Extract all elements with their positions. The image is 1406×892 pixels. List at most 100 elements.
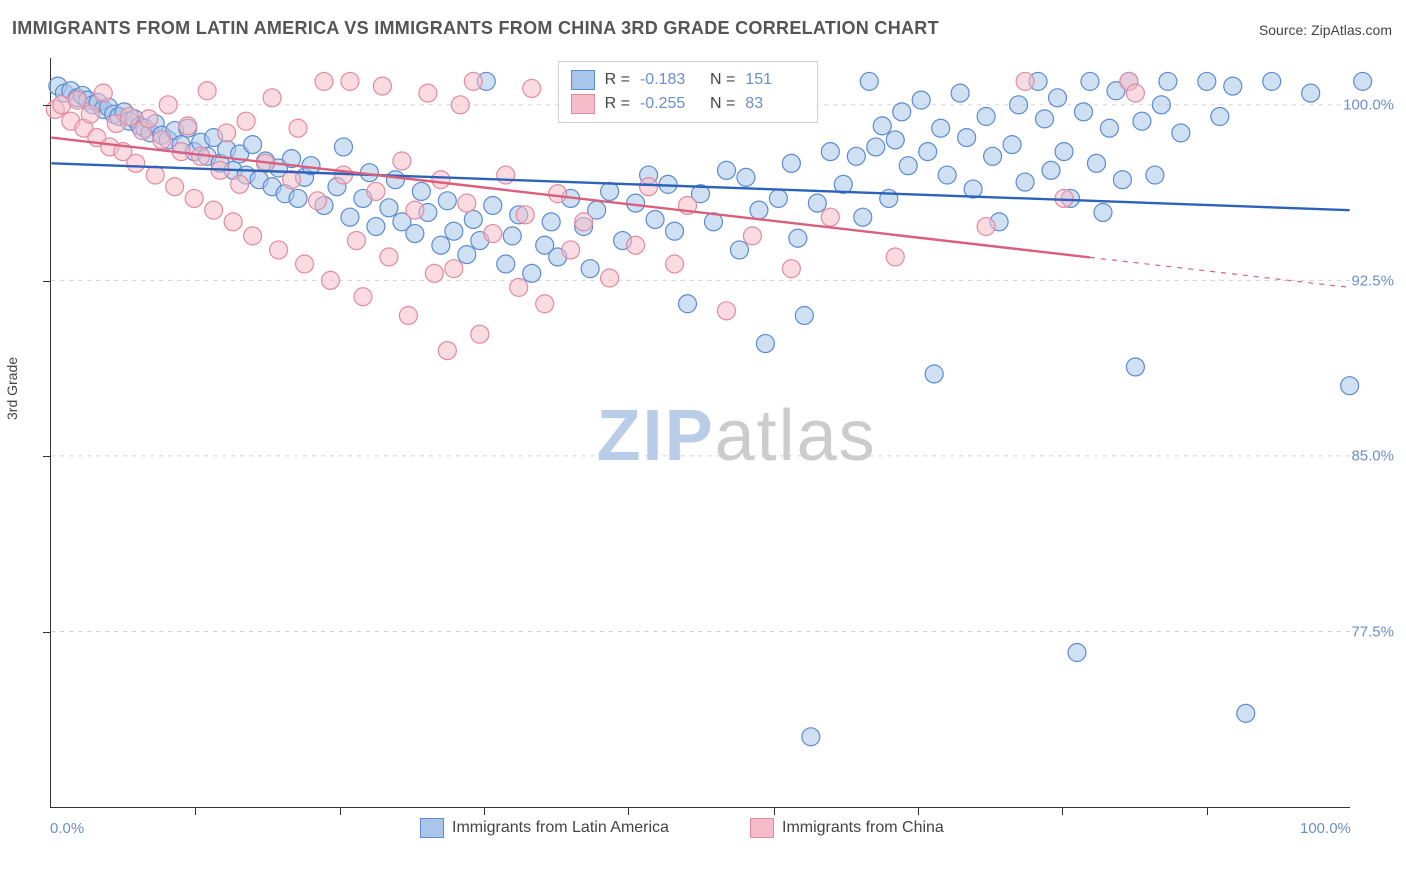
scatter-point xyxy=(445,222,463,240)
scatter-point xyxy=(717,302,735,320)
scatter-point xyxy=(627,236,645,254)
stat-n-value: 83 xyxy=(745,95,805,113)
scatter-point xyxy=(1003,136,1021,154)
scatter-point xyxy=(425,264,443,282)
scatter-point xyxy=(1042,161,1060,179)
scatter-point xyxy=(1094,203,1112,221)
scatter-point xyxy=(873,117,891,135)
scatter-point xyxy=(899,157,917,175)
scatter-point xyxy=(198,82,216,100)
scatter-point xyxy=(283,171,301,189)
scatter-point xyxy=(438,342,456,360)
scatter-point xyxy=(575,213,593,231)
scatter-point xyxy=(146,166,164,184)
scatter-point xyxy=(309,192,327,210)
scatter-point xyxy=(808,194,826,212)
scatter-point xyxy=(562,241,580,259)
scatter-point xyxy=(912,91,930,109)
scatter-point xyxy=(296,255,314,273)
scatter-point xyxy=(542,213,560,231)
scatter-point xyxy=(782,260,800,278)
legend-swatch xyxy=(750,818,774,838)
scatter-point xyxy=(925,365,943,383)
stat-n-value: 151 xyxy=(745,71,805,89)
source-value: ZipAtlas.com xyxy=(1311,22,1392,38)
scatter-point xyxy=(458,194,476,212)
x-tick xyxy=(340,807,341,815)
x-tick xyxy=(484,807,485,815)
scatter-point xyxy=(386,171,404,189)
x-tick xyxy=(628,807,629,815)
scatter-point xyxy=(958,129,976,147)
scatter-point xyxy=(399,306,417,324)
scatter-point xyxy=(224,213,242,231)
scatter-point xyxy=(743,227,761,245)
scatter-point xyxy=(438,192,456,210)
scatter-point xyxy=(94,84,112,102)
scatter-point xyxy=(1100,119,1118,137)
scatter-point xyxy=(445,260,463,278)
scatter-point xyxy=(244,136,262,154)
scatter-point xyxy=(523,264,541,282)
scatter-point xyxy=(68,91,86,109)
scatter-point xyxy=(1036,110,1054,128)
scatter-point xyxy=(315,72,333,90)
legend-label: Immigrants from China xyxy=(782,819,944,837)
scatter-point xyxy=(640,178,658,196)
legend-swatch xyxy=(571,70,595,90)
scatter-point xyxy=(244,227,262,245)
scatter-point xyxy=(932,119,950,137)
scatter-point xyxy=(510,278,528,296)
scatter-point xyxy=(484,225,502,243)
scatter-point xyxy=(334,138,352,156)
scatter-point xyxy=(179,117,197,135)
scatter-point xyxy=(1075,103,1093,121)
scatter-point xyxy=(666,222,684,240)
scatter-point xyxy=(1159,72,1177,90)
scatter-point xyxy=(367,182,385,200)
scatter-point xyxy=(289,119,307,137)
y-axis-label: 3rd Grade xyxy=(4,357,20,420)
scatter-point xyxy=(867,138,885,156)
stat-n-key: N = xyxy=(710,95,735,113)
scatter-point xyxy=(951,84,969,102)
scatter-point xyxy=(1263,72,1281,90)
scatter-point xyxy=(977,108,995,126)
scatter-point xyxy=(166,178,184,196)
scatter-point xyxy=(769,189,787,207)
scatter-point xyxy=(1237,704,1255,722)
scatter-point xyxy=(412,182,430,200)
scatter-point xyxy=(289,189,307,207)
scatter-point xyxy=(1081,72,1099,90)
scatter-point xyxy=(756,335,774,353)
scatter-point xyxy=(1068,644,1086,662)
bottom-legend-item: Immigrants from Latin America xyxy=(420,818,669,838)
scatter-point xyxy=(1198,72,1216,90)
scatter-point xyxy=(270,241,288,259)
scatter-point xyxy=(984,147,1002,165)
x-tick xyxy=(918,807,919,815)
scatter-point xyxy=(419,84,437,102)
scatter-point xyxy=(516,206,534,224)
scatter-point xyxy=(1016,173,1034,191)
scatter-point xyxy=(497,255,515,273)
stat-r-key: R = xyxy=(605,71,630,89)
scatter-point xyxy=(432,171,450,189)
scatter-point xyxy=(679,295,697,313)
legend-swatch xyxy=(571,94,595,114)
stats-legend-row: R =-0.183N =151 xyxy=(571,68,806,92)
scatter-point xyxy=(1172,124,1190,142)
scatter-point xyxy=(237,112,255,130)
plot-area: ZIPatlas R =-0.183N =151R =-0.255N =83 xyxy=(50,58,1350,808)
scatter-point xyxy=(347,232,365,250)
scatter-point xyxy=(231,175,249,193)
scatter-point xyxy=(1152,96,1170,114)
y-tick-label: 77.5% xyxy=(1351,624,1394,641)
scatter-point xyxy=(185,189,203,207)
scatter-point xyxy=(451,96,469,114)
stat-r-value: -0.255 xyxy=(640,95,700,113)
scatter-point xyxy=(1016,72,1034,90)
scatter-point xyxy=(458,246,476,264)
x-tick xyxy=(1062,807,1063,815)
scatter-point xyxy=(464,72,482,90)
